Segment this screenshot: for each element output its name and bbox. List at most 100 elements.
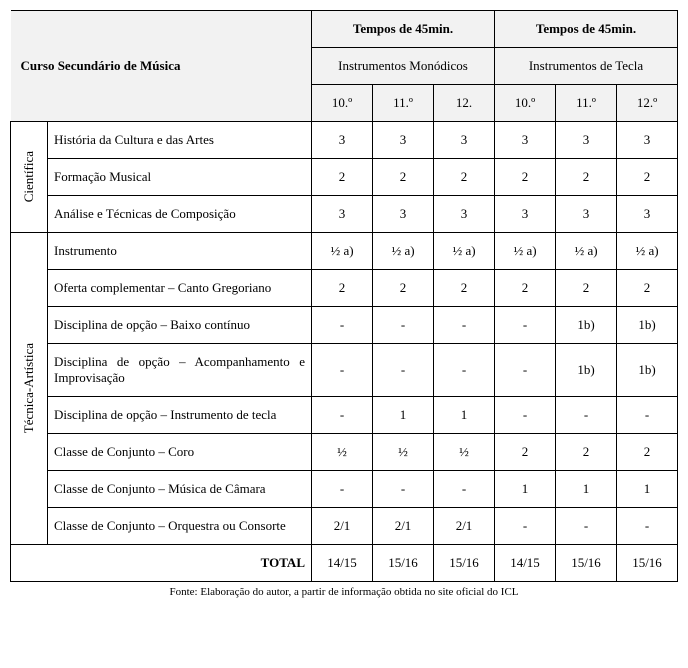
cell: ½ (373, 434, 434, 471)
row-name: Classe de Conjunto – Música de Câmara (48, 471, 312, 508)
row-name: Instrumento (48, 233, 312, 270)
source-note: Fonte: Elaboração do autor, a partir de … (10, 582, 678, 598)
cell: - (312, 307, 373, 344)
row-name: História da Cultura e das Artes (48, 122, 312, 159)
table-row: Disciplina de opção – Instrumento de tec… (11, 397, 678, 434)
total-label: TOTAL (11, 545, 312, 582)
cell: - (373, 307, 434, 344)
cell: 1 (617, 471, 678, 508)
total-cell: 14/15 (312, 545, 373, 582)
total-cell: 15/16 (617, 545, 678, 582)
cell: 1b) (617, 344, 678, 397)
table-row: Científica História da Cultura e das Art… (11, 122, 678, 159)
cell: 3 (312, 122, 373, 159)
cell: - (312, 397, 373, 434)
cell: 3 (495, 122, 556, 159)
cell: 3 (434, 196, 495, 233)
cell: 3 (373, 122, 434, 159)
total-cell: 15/16 (434, 545, 495, 582)
cell: 1 (495, 471, 556, 508)
col-year-4: 10.º (495, 85, 556, 122)
cell: 3 (556, 122, 617, 159)
cell: 2/1 (312, 508, 373, 545)
header-sublabel-2: Instrumentos de Tecla (495, 48, 678, 85)
side-tecnica-cell: Técnica-Artística (11, 233, 48, 545)
cell: ½ a) (556, 233, 617, 270)
curriculum-table: Curso Secundário de Música Tempos de 45m… (10, 10, 678, 582)
cell: 2 (373, 159, 434, 196)
row-name: Disciplina de opção – Acompanhamento e I… (48, 344, 312, 397)
cell: 1 (373, 397, 434, 434)
course-title: Curso Secundário de Música (21, 58, 181, 73)
row-name: Classe de Conjunto – Coro (48, 434, 312, 471)
table-row: Disciplina de opção – Baixo contínuo - -… (11, 307, 678, 344)
cell: - (495, 307, 556, 344)
cell: 2 (556, 434, 617, 471)
side-cientifica-cell: Científica (11, 122, 48, 233)
cell: ½ (434, 434, 495, 471)
cell: ½ a) (617, 233, 678, 270)
table-row: Classe de Conjunto – Música de Câmara - … (11, 471, 678, 508)
col-year-1: 10.º (312, 85, 373, 122)
row-name: Disciplina de opção – Instrumento de tec… (48, 397, 312, 434)
table-row: Oferta complementar – Canto Gregoriano 2… (11, 270, 678, 307)
cell: 2 (556, 270, 617, 307)
cell: 1b) (556, 344, 617, 397)
cell: ½ (312, 434, 373, 471)
side-cientifica-label: Científica (17, 147, 41, 206)
row-name: Oferta complementar – Canto Gregoriano (48, 270, 312, 307)
cell: 2/1 (434, 508, 495, 545)
course-title-cell: Curso Secundário de Música (11, 11, 312, 122)
cell: 1 (434, 397, 495, 434)
cell: - (434, 471, 495, 508)
cell: 2 (495, 270, 556, 307)
col-year-3: 12. (434, 85, 495, 122)
cell: 2 (434, 270, 495, 307)
side-tecnica-label: Técnica-Artística (17, 339, 41, 437)
cell: - (556, 508, 617, 545)
header-group-2: Tempos de 45min. (495, 11, 678, 48)
cell: 3 (556, 196, 617, 233)
cell: - (312, 344, 373, 397)
cell: - (312, 471, 373, 508)
table-row: Técnica-Artística Instrumento ½ a) ½ a) … (11, 233, 678, 270)
header-group-1: Tempos de 45min. (312, 11, 495, 48)
cell: ½ a) (312, 233, 373, 270)
col-year-6: 12.º (617, 85, 678, 122)
cell: 3 (434, 122, 495, 159)
total-cell: 14/15 (495, 545, 556, 582)
cell: 2 (373, 270, 434, 307)
cell: ½ a) (373, 233, 434, 270)
cell: 2 (617, 270, 678, 307)
table-row: Classe de Conjunto – Coro ½ ½ ½ 2 2 2 (11, 434, 678, 471)
cell: 2 (434, 159, 495, 196)
cell: - (373, 471, 434, 508)
cell: 1b) (556, 307, 617, 344)
table-row: Disciplina de opção – Acompanhamento e I… (11, 344, 678, 397)
table-row: Análise e Técnicas de Composição 3 3 3 3… (11, 196, 678, 233)
cell: 2 (617, 434, 678, 471)
cell: - (434, 344, 495, 397)
header-sublabel-1: Instrumentos Monódicos (312, 48, 495, 85)
row-name: Disciplina de opção – Baixo contínuo (48, 307, 312, 344)
cell: 2 (495, 159, 556, 196)
cell: - (556, 397, 617, 434)
row-name: Classe de Conjunto – Orquestra ou Consor… (48, 508, 312, 545)
cell: ½ a) (434, 233, 495, 270)
total-cell: 15/16 (556, 545, 617, 582)
cell: 2 (556, 159, 617, 196)
total-row: TOTAL 14/15 15/16 15/16 14/15 15/16 15/1… (11, 545, 678, 582)
cell: 3 (617, 196, 678, 233)
cell: 3 (495, 196, 556, 233)
row-name: Análise e Técnicas de Composição (48, 196, 312, 233)
table-row: Classe de Conjunto – Orquestra ou Consor… (11, 508, 678, 545)
cell: 3 (373, 196, 434, 233)
cell: 1 (556, 471, 617, 508)
cell: ½ a) (495, 233, 556, 270)
cell: - (495, 397, 556, 434)
cell: - (617, 508, 678, 545)
row-name: Formação Musical (48, 159, 312, 196)
table-row: Formação Musical 2 2 2 2 2 2 (11, 159, 678, 196)
cell: 3 (617, 122, 678, 159)
cell: - (373, 344, 434, 397)
